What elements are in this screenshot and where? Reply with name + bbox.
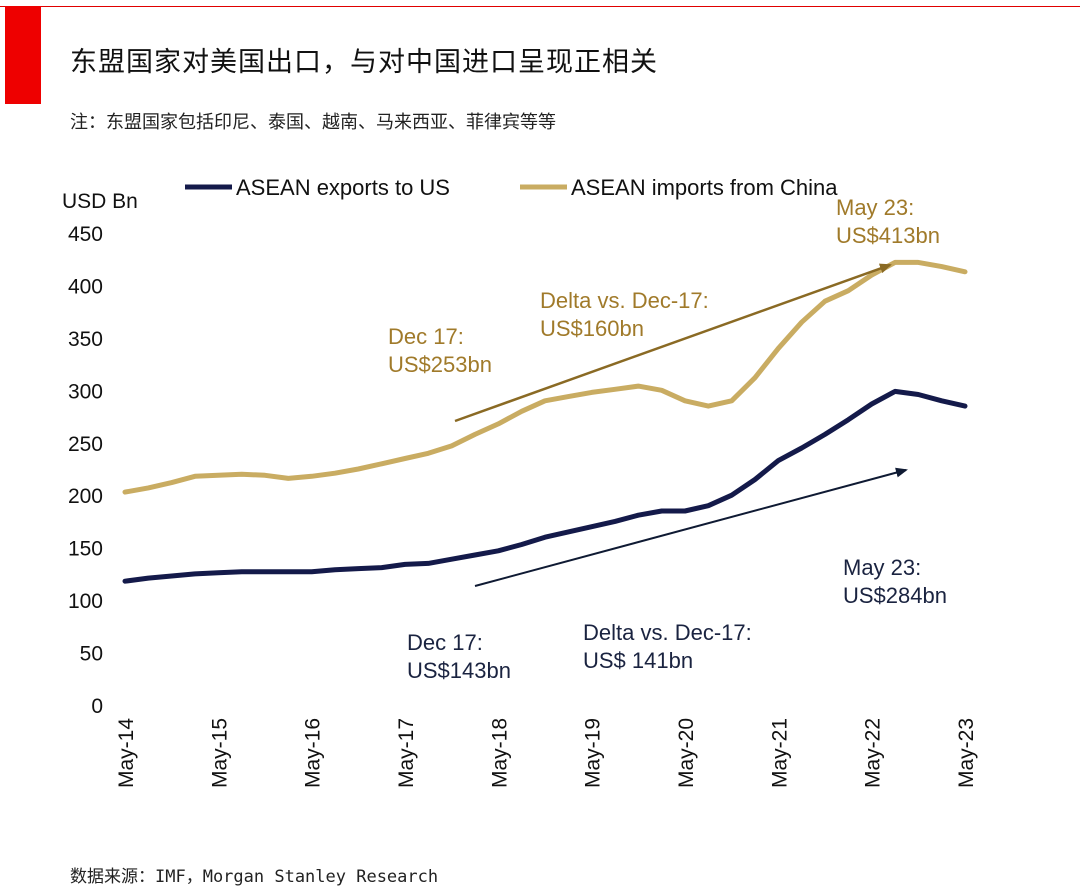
y-tick-label: 200: [68, 485, 103, 508]
y-tick-label: 250: [68, 433, 103, 456]
annotation-exp-delta: US$ 141bn: [583, 648, 693, 673]
y-axis-ticks: 0 50 100 150 200 250 300 350 400 450: [68, 223, 103, 718]
y-tick-label: 0: [91, 695, 103, 718]
annotation-imp-dec17: US$253bn: [388, 352, 492, 377]
annotation-imp-may23: May 23:: [836, 195, 914, 220]
y-tick-label: 100: [68, 590, 103, 613]
x-tick-label: May-21: [768, 718, 791, 788]
chart-legend: ASEAN exports to US ASEAN imports from C…: [185, 175, 838, 200]
top-rule: [0, 6, 1080, 7]
x-tick-label: May-16: [302, 718, 325, 788]
annotation-exp-dec17: US$143bn: [407, 658, 511, 683]
chart-annotations: Dec 17: US$253bn Delta vs. Dec-17: US$160bn…: [388, 195, 947, 683]
page-title: 东盟国家对美国出口，与对中国进口呈现正相关: [70, 47, 658, 78]
y-tick-label: 300: [68, 380, 103, 403]
imports-series-line: [122, 259, 968, 495]
exports-series-line: [122, 388, 968, 584]
annotation-exp-may23: US$284bn: [843, 583, 947, 608]
x-tick-label: May-17: [395, 718, 418, 788]
x-tick-label: May-22: [862, 718, 885, 788]
annotation-exp-delta: Delta vs. Dec-17:: [583, 620, 752, 645]
y-tick-label: 400: [68, 275, 103, 298]
annotation-imp-dec17: Dec 17:: [388, 324, 464, 349]
annotation-imp-may23: US$413bn: [836, 223, 940, 248]
y-tick-label: 150: [68, 538, 103, 561]
x-tick-label: May-14: [115, 718, 138, 788]
accent-bar: [5, 6, 41, 104]
exports-trend-arrow: [474, 467, 908, 587]
x-tick-label: May-19: [582, 718, 605, 788]
y-axis-unit-label: USD Bn: [62, 190, 138, 213]
y-tick-label: 50: [80, 643, 103, 666]
annotation-exp-may23: May 23:: [843, 555, 921, 580]
annotation-imp-delta: Delta vs. Dec-17:: [540, 288, 709, 313]
imports-trend-arrow: [454, 263, 892, 423]
x-tick-label: May-23: [955, 718, 978, 788]
line-chart: ASEAN exports to US ASEAN imports from C…: [62, 175, 978, 788]
y-tick-label: 450: [68, 223, 103, 246]
x-tick-label: May-18: [488, 718, 511, 788]
annotation-exp-dec17: Dec 17:: [407, 630, 483, 655]
series-layer: [122, 259, 968, 584]
x-tick-label: May-15: [208, 718, 231, 788]
x-axis-ticks: May-14 May-15 May-16 May-17 May-18 May-19 May-…: [115, 718, 978, 788]
legend-label-exports: ASEAN exports to US: [236, 175, 450, 200]
source-note: 数据来源：IMF，Morgan Stanley Research: [70, 867, 439, 887]
annotation-imp-delta: US$160bn: [540, 316, 644, 341]
x-tick-label: May-20: [675, 718, 698, 788]
page-note: 注：东盟国家包括印尼、泰国、越南、马来西亚、菲律宾等等: [70, 112, 556, 133]
y-tick-label: 350: [68, 328, 103, 351]
legend-label-imports: ASEAN imports from China: [571, 175, 838, 200]
